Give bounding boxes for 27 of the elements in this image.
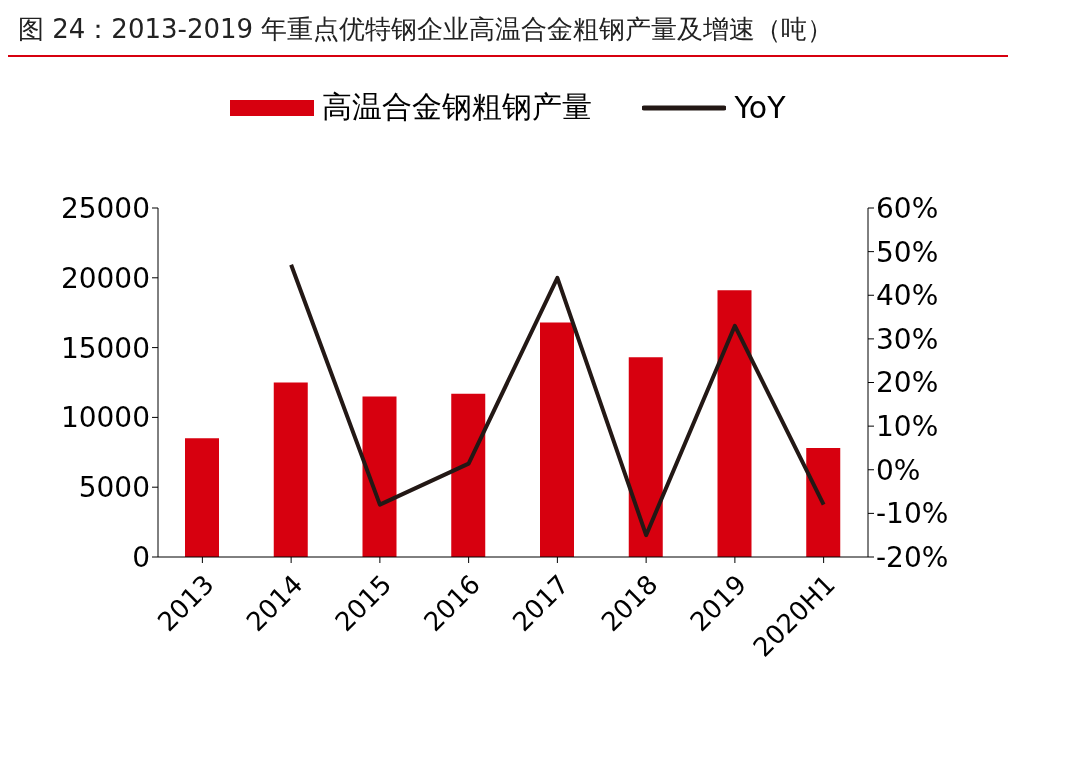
- y2-tick-label: -10%: [876, 497, 949, 531]
- bar: [806, 448, 841, 557]
- chart-title: 图 24：2013-2019 年重点优特钢企业高温合金粗钢产量及增速（吨）: [8, 8, 1008, 57]
- bar: [717, 290, 752, 557]
- line-series: [289, 262, 826, 538]
- bar: [540, 322, 574, 557]
- y2-tick-label: 0%: [876, 453, 921, 487]
- bar: [628, 357, 663, 557]
- bar: [185, 438, 219, 557]
- y-tick-label: 0: [132, 540, 150, 574]
- bar: [451, 393, 486, 557]
- y-tick-label: 10000: [60, 401, 150, 435]
- legend-label: YoY: [734, 90, 786, 125]
- y-tick-label: 15000: [60, 331, 150, 365]
- bar: [273, 382, 308, 557]
- y2-tick-label: 40%: [876, 279, 939, 313]
- y2-tick-label: -20%: [876, 540, 949, 574]
- y-tick-label: 5000: [78, 471, 150, 505]
- y-tick-label: 20000: [60, 261, 150, 295]
- y2-tick-label: 20%: [876, 366, 939, 400]
- y2-tick-label: 60%: [876, 191, 939, 225]
- bar: [362, 396, 397, 557]
- y-tick-label: 25000: [60, 191, 150, 225]
- y2-tick-label: 30%: [876, 322, 939, 356]
- legend-label: 高温合金钢粗钢产量: [322, 88, 593, 126]
- y2-tick-label: 10%: [876, 410, 939, 444]
- y2-tick-label: 50%: [876, 235, 939, 269]
